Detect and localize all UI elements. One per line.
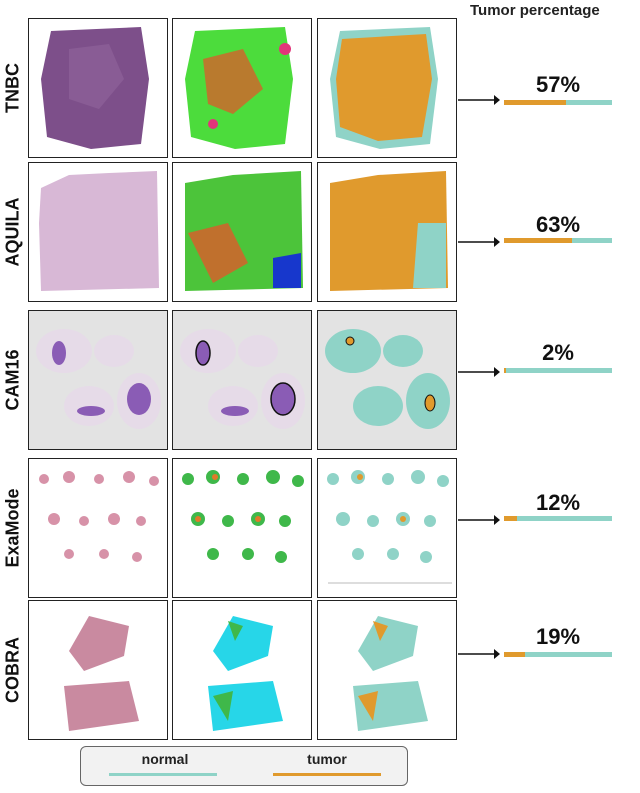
row-tnbc: TNBC 57% [0, 18, 640, 158]
row-label: TNBC [2, 63, 23, 113]
wsi-he-image [28, 600, 168, 740]
arrow-icon [458, 237, 500, 247]
legend-normal-line [109, 773, 217, 776]
wsi-tumor-map [317, 310, 457, 450]
tumor-percentage: 2% [542, 340, 574, 365]
tumor-percentage-bar [504, 368, 612, 373]
row-examode: ExaMode 12% [0, 458, 640, 598]
tumor-percentage-bar [504, 100, 612, 105]
wsi-cluster-map [172, 600, 312, 740]
wsi-cluster-map [172, 162, 312, 302]
wsi-tumor-map [317, 458, 457, 598]
legend-normal-label: normal [141, 751, 189, 767]
wsi-tumor-map [317, 162, 457, 302]
wsi-he-image [28, 458, 168, 598]
row-cobra: COBRA 19% [0, 600, 640, 740]
wsi-tumor-map [317, 18, 457, 158]
tumor-percentage: 12% [535, 490, 581, 515]
tumor-percentage-bar [504, 238, 612, 243]
row-label: AQUILA [2, 197, 23, 267]
tumor-percentage: 57% [535, 72, 581, 97]
wsi-tumor-map [317, 600, 457, 740]
wsi-he-image [28, 18, 168, 158]
wsi-cluster-map [172, 310, 312, 450]
row-label: COBRA [2, 637, 23, 703]
arrow-icon [458, 367, 500, 377]
wsi-he-image [28, 310, 168, 450]
legend-tumor-line [273, 773, 381, 776]
wsi-cluster-map [172, 18, 312, 158]
arrow-icon [458, 515, 500, 525]
tumor-percentage: 19% [535, 624, 581, 649]
wsi-he-image [28, 162, 168, 302]
tumor-percentage: 63% [535, 212, 581, 237]
row-label: CAM16 [2, 349, 23, 411]
arrow-icon [458, 95, 500, 105]
row-label: ExaMode [2, 488, 23, 568]
row-cam16: CAM16 2% [0, 310, 640, 450]
wsi-cluster-map [172, 458, 312, 598]
tumor-percentage-bar [504, 652, 612, 657]
legend-tumor-label: tumor [307, 751, 347, 767]
header-title: Tumor percentage [470, 2, 600, 19]
row-aquila: AQUILA 63% [0, 162, 640, 302]
legend: normal tumor [80, 746, 408, 786]
arrow-icon [458, 649, 500, 659]
tumor-percentage-bar [504, 516, 612, 521]
